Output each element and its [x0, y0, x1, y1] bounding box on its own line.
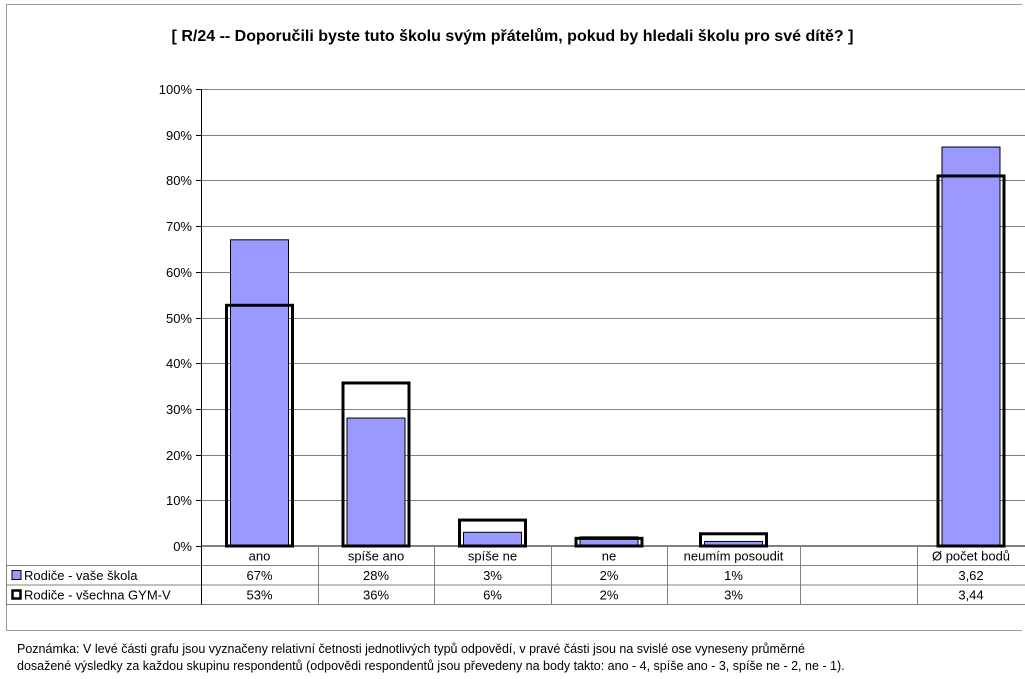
y-tick-label: 10%	[166, 493, 192, 508]
data-label: 2%	[600, 568, 619, 583]
y-tick-label: 40%	[166, 356, 192, 371]
data-label: 3%	[483, 568, 502, 583]
chart-title: [ R/24 -- Doporučili byste tuto školu sv…	[171, 28, 854, 45]
data-label: 3%	[724, 588, 743, 603]
legend-label: Rodiče - všechna GYM-V	[24, 588, 171, 603]
data-label: 36%	[363, 588, 389, 603]
data-label: 67%	[246, 568, 272, 583]
footnote-line-2: dosažené výsledky za každou skupinu resp…	[17, 659, 845, 673]
y-tick-label: 80%	[166, 173, 192, 188]
category-label: ano	[249, 549, 271, 564]
y-tick-label: 20%	[166, 448, 192, 463]
data-label: 2%	[600, 588, 619, 603]
data-label: 3,62	[958, 568, 983, 583]
y-tick-label: 50%	[166, 311, 192, 326]
footnote-line-1: Poznámka: V levé části grafu jsou vyznač…	[17, 642, 805, 656]
category-label: spíše ano	[348, 549, 404, 564]
y-tick-label: 90%	[166, 128, 192, 143]
category-label: ne	[602, 549, 616, 564]
y-tick-label: 70%	[166, 219, 192, 234]
legend-label: Rodiče - vaše škola	[24, 568, 138, 583]
y-tick-label: 100%	[159, 82, 193, 97]
bar-vase-skola	[941, 146, 1001, 547]
legend-swatch	[11, 589, 22, 600]
legend-swatch	[11, 570, 22, 580]
data-label: 6%	[483, 588, 502, 603]
data-label: 3,44	[958, 588, 983, 603]
footnote: Poznámka: V levé části grafu jsou vyznač…	[17, 641, 1017, 675]
y-tick-label: 60%	[166, 265, 192, 280]
y-tick-label: 30%	[166, 402, 192, 417]
bar-vase-skola	[346, 417, 406, 547]
y-tick-label: 0%	[173, 539, 192, 554]
category-label: Ø počet bodů	[932, 549, 1010, 564]
category-label: spíše ne	[468, 549, 517, 564]
chart-frame	[6, 4, 1022, 631]
data-label: 53%	[246, 588, 272, 603]
bar-vase-skola	[463, 531, 522, 547]
data-label: 28%	[363, 568, 389, 583]
bar-vase-skola	[230, 239, 289, 547]
data-label: 1%	[724, 568, 743, 583]
category-label: neumím posoudit	[684, 549, 784, 564]
